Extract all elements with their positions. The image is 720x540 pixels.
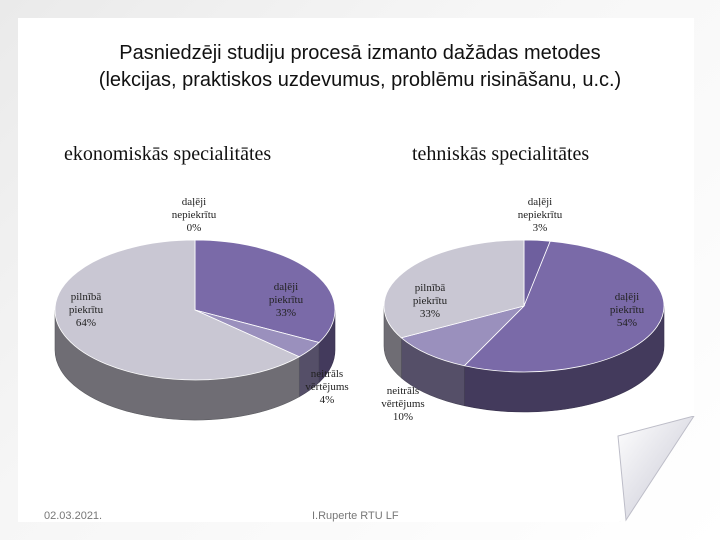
chart-title-technical: tehniskās specialitātes <box>412 143 590 165</box>
label-tech-partly-agree: daļēji piekrītu 54% <box>587 291 667 330</box>
pie-eco-slice-fully-agree <box>54 239 301 381</box>
label-eco-partly-disagree-line2: nepiekrītu <box>171 209 217 221</box>
label-eco-fully-agree-line2: piekrītu <box>68 304 104 316</box>
label-eco-partly-disagree: daļēji nepiekrītu 0% <box>154 196 234 235</box>
pie-tech-sides <box>383 305 665 413</box>
label-tech-partly-disagree-line1: daļēji <box>527 196 553 208</box>
slide-title: Pasniedzēji studiju procesā izmanto dažā… <box>20 40 700 94</box>
label-eco-fully-agree-line1: pilnībā <box>70 291 102 303</box>
label-eco-partly-agree-line1: daļēji <box>273 281 299 293</box>
label-eco-partly-agree: daļēji piekrītu 33% <box>246 281 326 320</box>
page-curl <box>617 416 695 522</box>
pie-tech-slice-partly-agree <box>463 240 665 373</box>
label-tech-partly-agree-value: 54% <box>616 317 638 329</box>
label-eco-partly-disagree-value: 0% <box>186 222 202 234</box>
label-eco-partly-agree-line2: piekrītu <box>268 294 304 306</box>
label-tech-fully-agree-value: 33% <box>419 308 441 320</box>
pie-eco-slice-partly-agree <box>194 239 336 343</box>
label-eco-neutral: neitrāls vērtējums 4% <box>287 368 367 407</box>
title-line-2: (lekcijas, praktiskos uzdevumus, problēm… <box>98 69 622 91</box>
label-tech-partly-agree-line2: piekrītu <box>609 304 645 316</box>
label-eco-neutral-line2: vērtējums <box>305 381 349 393</box>
pie-eco <box>54 239 336 421</box>
label-eco-neutral-line1: neitrāls <box>310 368 344 380</box>
footer-author: I.Ruperte RTU LF <box>312 510 399 522</box>
pie-tech-slice-neutral <box>400 305 526 367</box>
label-tech-fully-agree-line1: pilnībā <box>414 282 446 294</box>
label-eco-fully-agree: pilnībā piekrītu 64% <box>46 291 126 330</box>
title-line-1: Pasniedzēji studiju procesā izmanto dažā… <box>119 42 601 64</box>
label-tech-neutral: neitrāls vērtējums 10% <box>363 385 443 424</box>
label-eco-neutral-value: 4% <box>319 394 335 406</box>
label-tech-fully-agree: pilnībā piekrītu 33% <box>390 282 470 321</box>
label-tech-partly-disagree-value: 3% <box>532 222 548 234</box>
label-eco-partly-agree-value: 33% <box>275 307 297 319</box>
label-tech-neutral-line1: neitrāls <box>386 385 420 397</box>
label-tech-neutral-value: 10% <box>392 411 414 423</box>
label-eco-partly-disagree-line1: daļēji <box>181 196 207 208</box>
label-tech-fully-agree-line2: piekrītu <box>412 295 448 307</box>
label-eco-fully-agree-value: 64% <box>75 317 97 329</box>
pie-tech <box>383 239 665 413</box>
pie-tech-slice-fully-agree <box>383 239 525 339</box>
footer-date: 02.03.2021. <box>44 510 103 522</box>
chart-title-economic: ekonomiskās specialitātes <box>64 143 272 165</box>
label-tech-partly-disagree-line2: nepiekrītu <box>517 209 563 221</box>
label-tech-neutral-line2: vērtējums <box>381 398 425 410</box>
label-tech-partly-disagree: daļēji nepiekrītu 3% <box>500 196 580 235</box>
label-tech-partly-agree-line1: daļēji <box>614 291 640 303</box>
